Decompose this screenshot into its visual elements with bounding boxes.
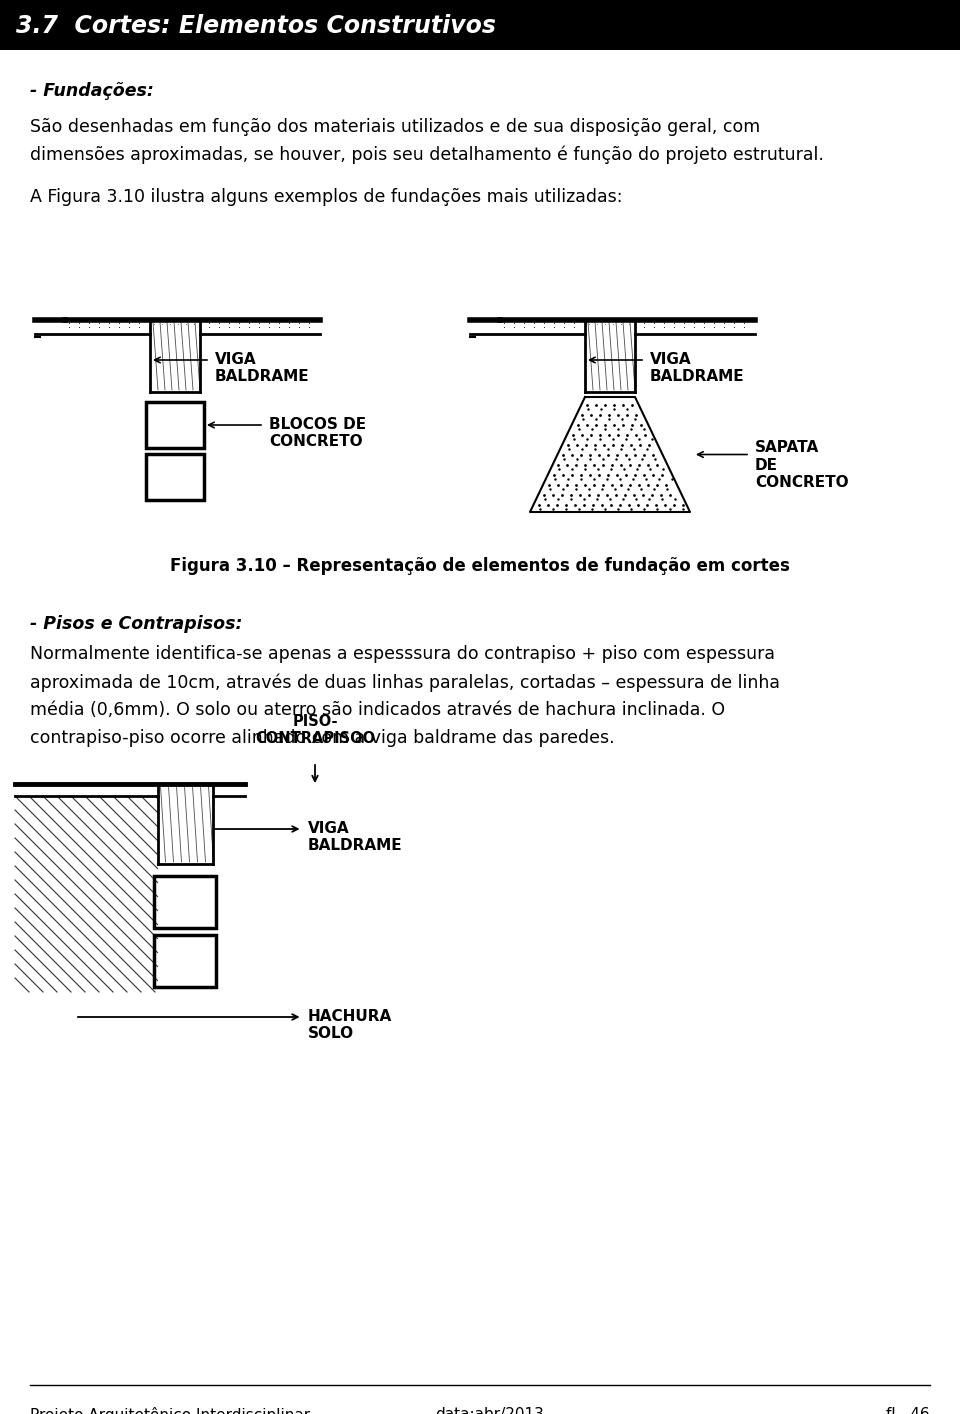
Text: aproximada de 10cm, através de duas linhas paralelas, cortadas – espessura de li: aproximada de 10cm, através de duas linh… xyxy=(30,673,780,691)
Text: 3.7  Cortes: Elementos Construtivos: 3.7 Cortes: Elementos Construtivos xyxy=(16,14,496,38)
Text: VIGA
BALDRAME: VIGA BALDRAME xyxy=(650,352,745,385)
Bar xyxy=(146,454,204,501)
Bar xyxy=(154,935,216,987)
Bar xyxy=(146,402,204,448)
Text: VIGA
BALDRAME: VIGA BALDRAME xyxy=(215,352,310,385)
Text: - Fundações:: - Fundações: xyxy=(30,82,154,100)
Text: Normalmente identifica-se apenas a espesssura do contrapiso + piso com espessura: Normalmente identifica-se apenas a espes… xyxy=(30,645,775,663)
Text: SAPATA
DE
CONCRETO: SAPATA DE CONCRETO xyxy=(755,441,849,491)
Bar xyxy=(0,0,960,49)
Text: A Figura 3.10 ilustra alguns exemplos de fundações mais utilizadas:: A Figura 3.10 ilustra alguns exemplos de… xyxy=(30,188,622,206)
Text: Figura 3.10 – Representação de elementos de fundação em cortes: Figura 3.10 – Representação de elementos… xyxy=(170,557,790,575)
Text: média (0,6mm). O solo ou aterro são indicados através de hachura inclinada. O: média (0,6mm). O solo ou aterro são indi… xyxy=(30,701,725,718)
Text: fl.  46: fl. 46 xyxy=(886,1407,930,1414)
Text: dimensões aproximadas, se houver, pois seu detalhamento é função do projeto estr: dimensões aproximadas, se houver, pois s… xyxy=(30,146,824,164)
Bar xyxy=(154,877,216,928)
Text: data:abr/2013: data:abr/2013 xyxy=(436,1407,544,1414)
Text: BLOCOS DE
CONCRETO: BLOCOS DE CONCRETO xyxy=(269,417,366,450)
Text: PISO-
CONTRAPISOO: PISO- CONTRAPISOO xyxy=(255,714,375,747)
Text: Projeto Arquitetônico Interdisciplinar: Projeto Arquitetônico Interdisciplinar xyxy=(30,1407,310,1414)
Text: HACHURA
SOLO: HACHURA SOLO xyxy=(307,1010,392,1041)
Text: São desenhadas em função dos materiais utilizados e de sua disposição geral, com: São desenhadas em função dos materiais u… xyxy=(30,117,760,136)
Text: contrapiso-piso ocorre alinhado com a viga baldrame das paredes.: contrapiso-piso ocorre alinhado com a vi… xyxy=(30,730,614,747)
Text: VIGA
BALDRAME: VIGA BALDRAME xyxy=(307,822,402,854)
Text: - Pisos e Contrapisos:: - Pisos e Contrapisos: xyxy=(30,615,243,633)
